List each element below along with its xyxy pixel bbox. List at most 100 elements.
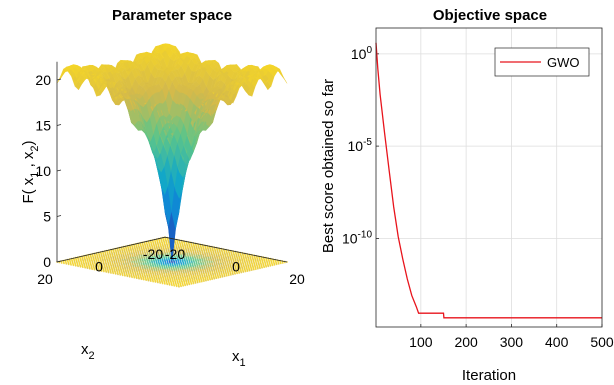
left-plot-title: Parameter space <box>112 7 232 24</box>
contour-dot <box>81 266 84 269</box>
contour-dot <box>173 284 176 287</box>
contour-dot <box>244 270 247 273</box>
contour-dot <box>182 284 185 287</box>
contour-dot <box>223 275 226 278</box>
contour-dot <box>161 282 164 285</box>
contour-dot <box>128 275 131 278</box>
z-tick <box>56 78 62 81</box>
contour-dot <box>114 273 117 275</box>
legend: GWO <box>494 47 590 77</box>
contour-dot <box>98 269 101 272</box>
x1-axis-label: x1 <box>232 348 246 369</box>
contour-dot <box>279 262 282 265</box>
contour-dot <box>84 266 87 269</box>
contour-dot <box>110 272 112 274</box>
contour-dot <box>271 264 274 267</box>
contour-dot <box>138 277 141 280</box>
contour-dot <box>250 269 253 271</box>
contour-dot <box>267 265 270 268</box>
contour-dot <box>273 264 276 266</box>
x-tick-label: 200 <box>454 334 478 350</box>
contour-dot <box>152 280 155 283</box>
contour-dot <box>211 278 214 281</box>
x-tick-label: 100 <box>409 334 433 350</box>
contour-dot <box>88 267 91 270</box>
contour-dot <box>190 283 193 285</box>
contour-dot <box>246 270 249 272</box>
contour-dot <box>263 266 266 269</box>
contour-dot <box>60 262 63 264</box>
z-tick <box>56 169 62 172</box>
y-tick-label: 10-5 <box>348 137 373 154</box>
contour-dot <box>215 277 218 280</box>
contour-dot <box>91 268 94 271</box>
contour-dot <box>72 264 75 267</box>
contour-dot <box>240 271 243 274</box>
contour-dot <box>207 279 210 281</box>
contour-dot <box>96 269 98 271</box>
y-tick-label: 10-10 <box>342 229 372 246</box>
contour-dot <box>219 276 222 279</box>
z-tick-label: 5 <box>43 209 51 225</box>
contour-dot <box>117 273 119 276</box>
contour-dot <box>157 281 159 284</box>
contour-dot <box>213 277 216 280</box>
contour-dot <box>275 263 278 266</box>
contour-dot <box>178 285 180 288</box>
contour-dot <box>225 274 228 277</box>
contour-dot <box>77 265 79 268</box>
contour-dot <box>135 277 138 280</box>
contour-dot <box>186 284 189 286</box>
contour-dot <box>175 285 178 288</box>
contour-dot <box>277 263 280 265</box>
x-axis-label: Iteration <box>462 367 516 384</box>
contour-dot <box>196 281 199 284</box>
x2-axis-label: x2 <box>81 341 95 362</box>
contour-dot <box>58 261 61 264</box>
contour-dot <box>63 262 65 265</box>
contour-dot <box>281 262 284 264</box>
contour-dot <box>126 275 129 278</box>
contour-dot <box>70 264 72 266</box>
contour-dot <box>209 278 212 281</box>
contour-dot <box>257 267 259 270</box>
z-tick-label: 0 <box>43 254 51 270</box>
surface-patch <box>280 73 288 84</box>
right-plot-title: Objective space <box>433 7 547 24</box>
x2-tick-label: 0 <box>95 259 103 275</box>
contour-dot <box>198 281 201 283</box>
x2-tick-label: -20 <box>143 246 163 262</box>
contour-dot <box>65 263 68 265</box>
contour-dot <box>242 271 245 273</box>
contour-dot <box>93 268 96 271</box>
contour-dot <box>194 282 197 284</box>
contour-dot <box>147 279 150 282</box>
contour-dot <box>86 267 89 270</box>
contour-dot <box>119 274 122 276</box>
x1-tick-label: 20 <box>289 271 305 287</box>
x1-tick-label: -20 <box>165 246 185 262</box>
contour-dot <box>124 274 126 277</box>
contour-dot <box>79 265 82 268</box>
contour-dot <box>159 282 162 284</box>
contour-dot <box>203 280 205 282</box>
contour-dot <box>259 267 261 270</box>
contour-dot <box>261 266 263 269</box>
y-tick-label: 100 <box>351 45 373 62</box>
x1-tick-label: 0 <box>232 259 240 275</box>
z-tick-label: 15 <box>35 118 51 134</box>
contour-dot <box>221 275 224 278</box>
contour-dot <box>149 280 152 282</box>
x-tick-label: 500 <box>590 334 614 350</box>
z-tick <box>56 124 62 126</box>
contour-dot <box>154 281 157 283</box>
objective-space-plot: Objective space 100 200 300 400 500 100 10-5 10… <box>320 7 614 384</box>
z-tick-label: 20 <box>35 72 51 88</box>
contour-dot <box>107 271 110 274</box>
contour-dot <box>164 283 166 285</box>
contour-dot <box>184 284 187 287</box>
contour-dot <box>171 284 173 287</box>
contour-dot <box>121 274 124 277</box>
